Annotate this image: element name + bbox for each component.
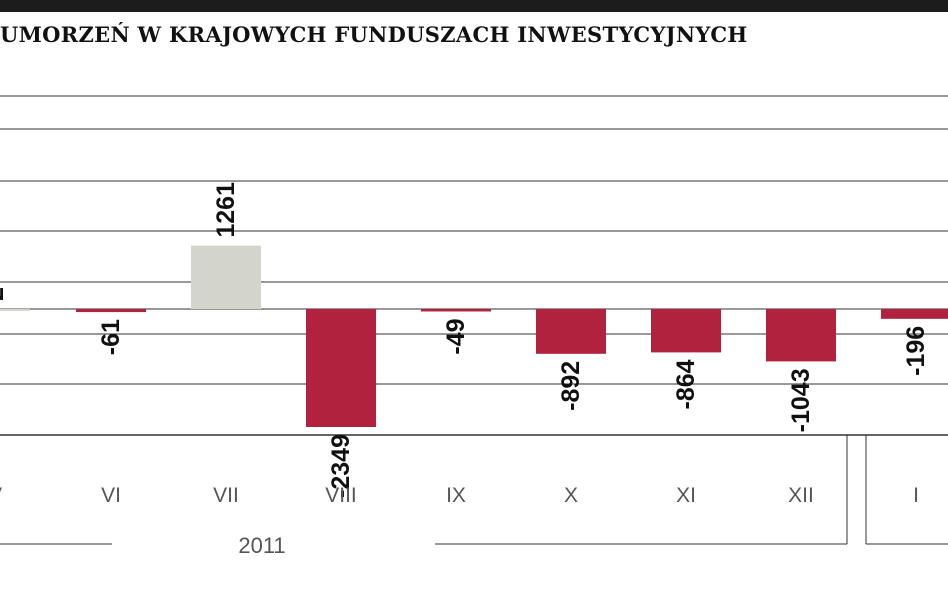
bar-value-label: -49 bbox=[442, 318, 470, 354]
bar-value-label: 1261 bbox=[212, 182, 240, 238]
bar-value-label: -2349 bbox=[327, 434, 355, 498]
bar-value-label: -196 bbox=[902, 326, 930, 376]
bar bbox=[766, 309, 836, 362]
x-tick-label: XI bbox=[676, 484, 696, 507]
x-tick-label: I bbox=[913, 484, 919, 507]
bar-value-label: -892 bbox=[557, 361, 585, 411]
x-tick-label: VIII bbox=[325, 484, 357, 507]
x-tick-label: VI bbox=[101, 484, 121, 507]
bar bbox=[651, 309, 721, 353]
bar-value-label: -1043 bbox=[787, 368, 815, 432]
x-tick-label: V bbox=[0, 484, 2, 507]
x-tick-label: IX bbox=[446, 484, 466, 507]
bar-value-label: -61 bbox=[97, 319, 125, 355]
bar bbox=[0, 308, 30, 311]
group-year-label: 2011 bbox=[238, 533, 285, 558]
chart-title: UMORZEŃ W KRAJOWYCH FUNDUSZACH INWESTYCY… bbox=[0, 22, 748, 47]
bar bbox=[536, 309, 606, 354]
bar-value-label: 2 bbox=[0, 287, 9, 301]
x-tick-label: VII bbox=[213, 484, 239, 507]
x-tick-label: X bbox=[564, 484, 578, 507]
bar bbox=[191, 245, 261, 309]
bar bbox=[306, 309, 376, 427]
bar bbox=[881, 309, 948, 319]
bar bbox=[76, 309, 146, 313]
bar-value-label: -864 bbox=[672, 359, 700, 409]
x-tick-label: XII bbox=[788, 484, 814, 507]
bar bbox=[421, 309, 491, 312]
top-bar bbox=[0, 0, 948, 12]
